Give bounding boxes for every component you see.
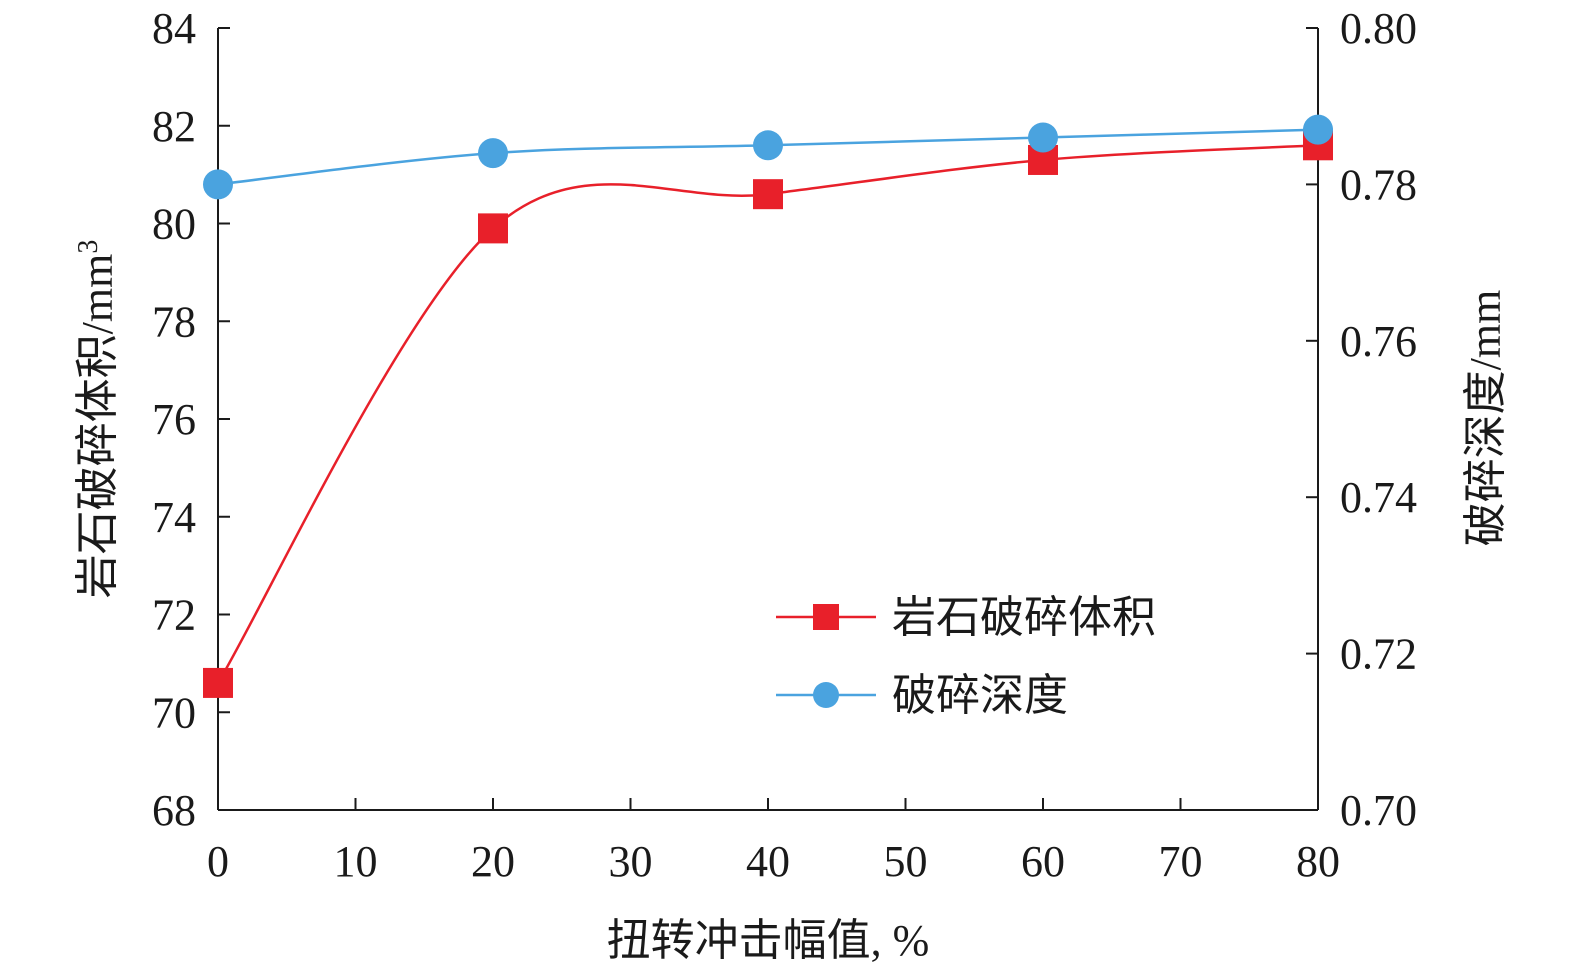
series-2-point — [1303, 114, 1333, 145]
legend-label-2: 破碎深度 — [892, 671, 1068, 720]
legend-marker-1 — [813, 604, 839, 630]
x-tick-label: 70 — [1159, 837, 1203, 886]
x-tick-label: 50 — [884, 837, 928, 886]
x-axis-title: 扭转冲击幅值, % — [607, 916, 930, 965]
x-tick-label: 60 — [1021, 837, 1065, 886]
series-2-point — [1028, 122, 1058, 153]
y-left-tick-label: 82 — [152, 102, 196, 151]
legend-marker-2 — [813, 682, 839, 708]
series-2-point — [753, 130, 783, 161]
x-tick-label: 80 — [1296, 837, 1340, 886]
y-left-tick-label: 78 — [152, 297, 196, 346]
y-right-axis-title: 破碎深度/mm — [1461, 290, 1510, 547]
y-left-tick-label: 68 — [152, 786, 196, 835]
series-2-point — [203, 169, 233, 200]
y-right-tick-label: 0.78 — [1340, 160, 1417, 209]
y-right-tick-label: 0.76 — [1340, 317, 1417, 366]
y-left-tick-label: 84 — [152, 4, 196, 53]
y-right-tick-label: 0.70 — [1340, 786, 1417, 835]
y-left-axis-title: 岩石破碎体积/mm3 — [73, 240, 123, 599]
series-line-1 — [216, 144, 1319, 684]
x-tick-label: 10 — [334, 837, 378, 886]
x-tick-label: 30 — [609, 837, 653, 886]
series-2-point — [478, 138, 508, 169]
series-1-point — [753, 179, 783, 210]
x-tick-label: 0 — [207, 837, 229, 886]
y-right-tick-label: 0.74 — [1340, 473, 1417, 522]
y-left-tick-label: 80 — [152, 200, 196, 249]
y-left-axis-title-text: 岩石破碎体积/mm — [73, 254, 122, 599]
x-tick-label: 20 — [471, 837, 515, 886]
series-1-point — [478, 213, 508, 244]
y-left-tick-label: 74 — [152, 493, 196, 542]
y-left-tick-label: 76 — [152, 395, 196, 444]
ticks: 0 10 20 30 40 50 60 70 80 68 70 72 74 76 78 80 82 84 0.70 0… — [152, 4, 1417, 886]
y-right-tick-label: 0.72 — [1340, 630, 1417, 679]
series-layer — [203, 114, 1333, 698]
y-left-tick-label: 70 — [152, 688, 196, 737]
series-1-point — [203, 667, 233, 698]
legend-label-1: 岩石破碎体积 — [892, 593, 1156, 642]
y-left-tick-label: 72 — [152, 591, 196, 640]
y-left-axis-title-superscript: 3 — [73, 240, 104, 254]
x-tick-label: 40 — [746, 837, 790, 886]
y-right-tick-label: 0.80 — [1340, 4, 1417, 53]
